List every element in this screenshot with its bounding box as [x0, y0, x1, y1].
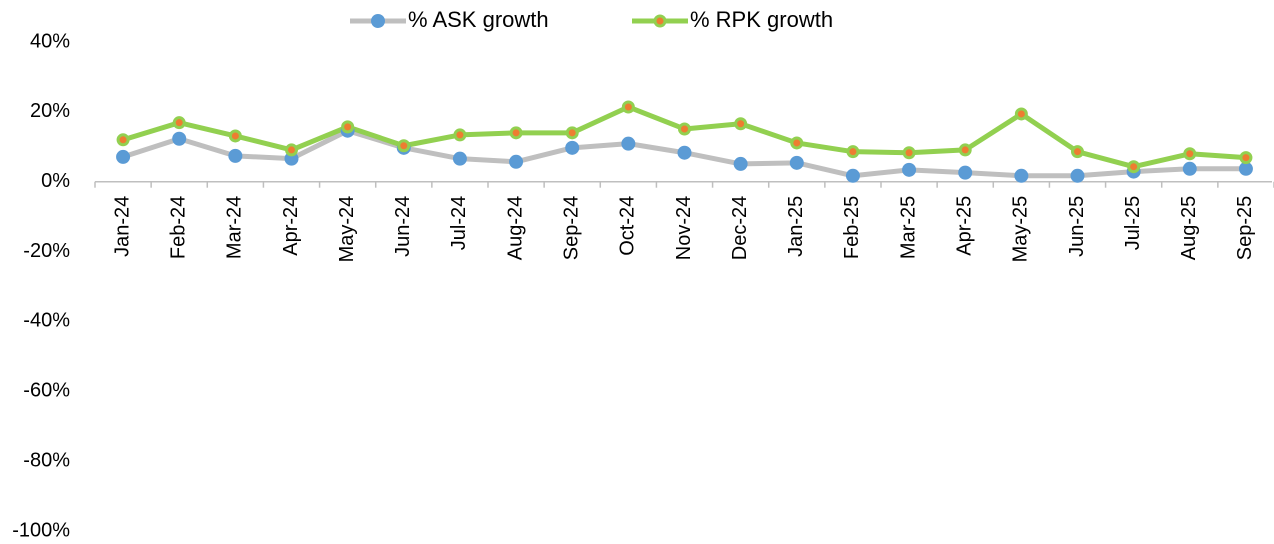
data-point: [958, 143, 972, 157]
legend-label: % RPK growth: [690, 7, 833, 32]
data-point: [116, 133, 130, 147]
x-tick-label: Mar-25: [897, 196, 919, 259]
data-point: [846, 145, 860, 159]
data-point: [172, 131, 187, 146]
x-tick-label: Jan-25: [785, 196, 807, 257]
x-tick-label: Apr-25: [953, 196, 975, 256]
data-point: [341, 120, 355, 134]
x-tick-label: Feb-24: [167, 196, 189, 259]
legend-marker: [653, 14, 667, 28]
y-tick-label: -40%: [23, 310, 70, 332]
y-tick-label: 0%: [41, 170, 70, 192]
x-tick-label: Aug-24: [504, 196, 526, 261]
x-tick-label: May-25: [1010, 196, 1032, 263]
x-tick-label: Aug-25: [1178, 196, 1200, 261]
data-point: [902, 146, 916, 160]
data-point: [1182, 161, 1197, 176]
x-tick-label: Apr-24: [280, 196, 302, 256]
data-point: [902, 162, 917, 177]
data-point: [621, 100, 635, 114]
legend-label: % ASK growth: [408, 7, 549, 32]
data-point: [621, 136, 636, 151]
data-point: [733, 156, 748, 171]
x-tick-label: Jun-25: [1066, 196, 1088, 257]
x-tick-label: Sep-24: [560, 196, 582, 261]
y-tick-label: -80%: [23, 449, 70, 471]
x-tick-label: Feb-25: [841, 196, 863, 259]
x-tick-label: Mar-24: [224, 196, 246, 259]
x-tick-label: Oct-24: [617, 196, 639, 256]
data-point: [1070, 168, 1085, 183]
data-point: [789, 155, 804, 170]
data-point: [453, 128, 467, 142]
data-point: [509, 154, 524, 169]
x-tick-label: Nov-24: [673, 196, 695, 260]
x-tick-label: Sep-25: [1234, 196, 1256, 261]
data-point: [172, 116, 186, 130]
data-point: [285, 143, 298, 157]
data-point: [565, 126, 579, 140]
data-point: [1014, 107, 1028, 121]
data-point: [677, 145, 692, 160]
data-point: [1238, 161, 1253, 176]
x-tick-label: Jun-24: [392, 196, 414, 257]
x-tick-label: Jan-24: [111, 196, 133, 257]
y-tick-label: -100%: [12, 519, 70, 541]
x-tick-label: May-24: [336, 196, 358, 263]
data-point: [1239, 151, 1253, 165]
data-point: [734, 117, 748, 131]
data-point: [116, 149, 131, 164]
x-tick-label: Jul-25: [1122, 196, 1144, 250]
data-point: [509, 126, 523, 140]
y-tick-label: -60%: [23, 380, 70, 402]
data-point: [565, 140, 580, 155]
data-point: [1014, 168, 1029, 183]
y-tick-label: 40%: [30, 30, 70, 52]
x-tick-label: Dec-24: [729, 196, 751, 260]
data-point: [678, 122, 691, 136]
legend-marker: [371, 14, 385, 28]
data-point: [1183, 147, 1197, 161]
y-tick-label: -20%: [23, 240, 70, 262]
data-point: [397, 139, 411, 153]
data-point: [452, 151, 467, 166]
data-point: [1127, 160, 1141, 174]
x-tick-label: Jul-24: [448, 196, 470, 250]
data-point: [228, 148, 243, 163]
data-point: [1071, 145, 1084, 159]
data-point: [845, 168, 860, 183]
data-point: [228, 129, 242, 143]
y-tick-label: 20%: [30, 100, 70, 122]
data-point: [790, 136, 804, 150]
data-point: [958, 165, 973, 180]
